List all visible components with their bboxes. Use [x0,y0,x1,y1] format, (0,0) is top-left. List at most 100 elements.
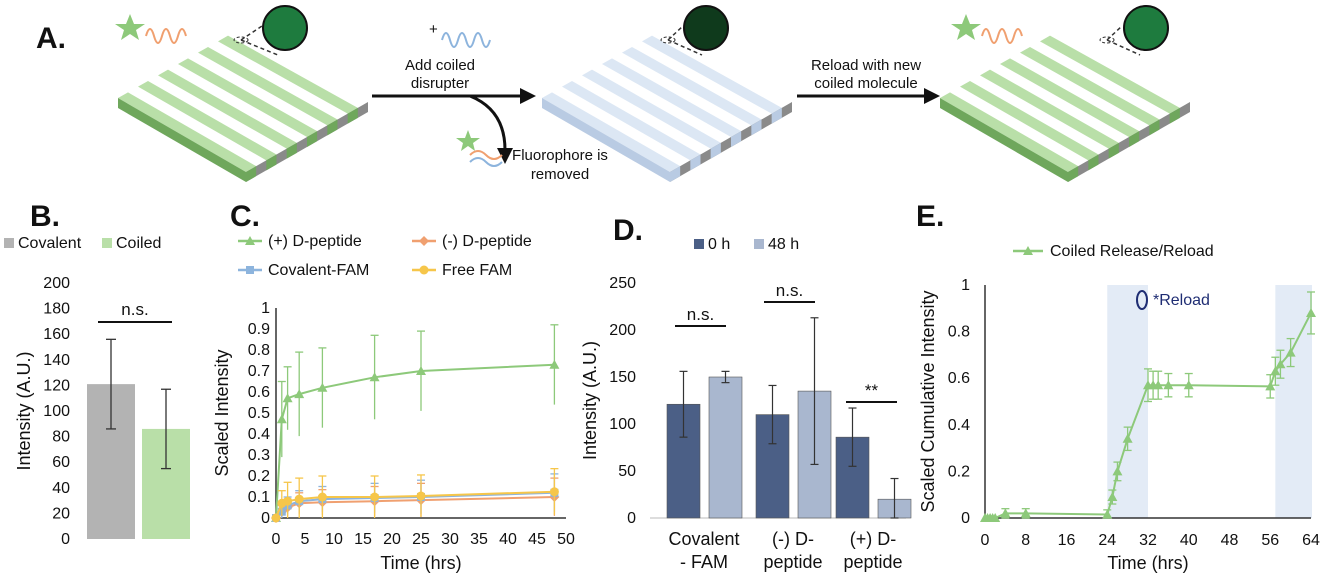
platform-stripe [1000,58,1140,138]
chart-b: B. Covalent Coiled 0 20 40 60 80 100 120 140 160 180… [4,200,190,548]
data-point [416,491,426,501]
chart-c: C. (+) D-peptide (-) D-peptide Covalent-FAM… [212,200,575,573]
platform-stripe [960,81,1099,161]
significance-label: n.s. [687,305,714,324]
removal-arrow-icon [469,94,513,164]
chart-b-tick-label: 120 [43,377,70,394]
category-label: peptide [843,552,902,572]
chart-c-tick-label: 0.3 [248,447,270,464]
panel-b-letter: B. [30,200,60,233]
data-point [1122,433,1133,443]
panel-c-letter: C. [230,200,260,233]
legend-marker [245,236,255,245]
data-point [1000,508,1011,518]
data-point [294,494,304,504]
data-point [1107,492,1118,502]
magnified-view-icon [1099,5,1169,56]
data-point [283,496,293,506]
legend-swatch-coiled [102,238,112,248]
chart-c-xlabel: Time (hrs) [380,553,461,573]
data-point [1275,359,1286,369]
chart-b-tick-label: 0 [61,531,70,548]
chart-c-tick-label: 0.6 [248,384,270,401]
data-point [1306,307,1316,317]
series-line [275,490,555,519]
legend-label: (-) D-peptide [442,233,532,250]
legend-label-coiled: Coiled [116,235,161,252]
platform-stripe [178,58,318,138]
step1-label-line1: Add coiled [405,57,475,74]
chart-e-x-tick-label: 48 [1221,532,1239,549]
chart-d-tick-label: 150 [609,369,636,386]
data-point [1020,508,1031,518]
chart-c-x-tick-label: 35 [470,531,488,548]
platform-side-left [542,98,670,182]
platform-top [542,30,792,172]
chart-c-x-tick-label: 5 [301,531,310,548]
chart-d: D. 0 h 48 h 0 50 100 150 200 250 Intensity (A.U.)… [580,214,912,572]
chart-c-x-tick-label: 40 [499,531,517,548]
chart-c-ylabel: Scaled Intensity [212,349,232,476]
significance-label: n.s. [121,300,148,319]
platform-side-stripe [327,119,338,136]
significance-label: n.s. [776,281,803,300]
chart-c-x-tick-label: 50 [557,531,575,548]
data-point [370,492,380,502]
platform-side-stripe [286,142,297,159]
chart-e-tick-label: 0.8 [948,324,970,341]
platform-side-stripe [731,131,742,147]
platform-stripe [642,35,782,114]
legend-label: Covalent-FAM [268,262,369,279]
legend-swatch [694,239,704,249]
platform-stripe [622,47,762,126]
chart-c-tick-label: 0 [261,510,270,527]
chart-c-tick-label: 0.8 [248,342,270,359]
legend-marker [419,265,429,275]
magnified-view-icon [233,5,308,56]
platform-side-stripe [1169,107,1180,124]
chart-e-tick-label: 0 [961,510,970,527]
platform-top [940,30,1190,172]
chart-e-tick-label: 0.4 [948,417,970,434]
chart-e-x-tick-label: 0 [981,532,990,549]
reload-arrow-icon [797,88,940,104]
chart-e-ylabel: Scaled Cumulative Intensity [918,290,938,512]
removed-label-line2: removed [531,166,589,183]
platform-stripe [602,58,742,138]
platform-side-stripe [670,166,681,182]
add-disrupter-arrow-icon [372,88,536,104]
chart-b-tick-label: 60 [52,454,70,471]
data-point [1270,366,1281,376]
chart-c-x-tick-label: 10 [325,531,343,548]
category-label: - FAM [680,552,728,572]
chart-c-x-tick-label: 0 [272,531,281,548]
data-point [369,372,380,382]
chart-c-x-tick-label: 30 [441,531,459,548]
legend-marker [1023,246,1033,255]
platform-side-stripe [1149,119,1160,136]
chart-b-tick-label: 140 [43,352,70,369]
chart-b-tick-label: 200 [43,275,70,292]
series-line [275,363,555,519]
plus-sign: + [429,21,438,38]
chart-e-x-tick-label: 64 [1302,532,1320,549]
platform-side-stripe [1129,131,1140,147]
platform-unloaded-middle [542,30,792,182]
platform-stripe [118,92,257,172]
data-point [317,492,327,502]
chart-c-tick-label: 1 [261,300,270,317]
panel-e-letter: E. [916,200,944,233]
chart-c-tick-label: 0.4 [248,426,270,443]
chart-b-tick-label: 100 [43,403,70,420]
panel-d-letter: D. [613,214,643,247]
chart-e-x-tick-label: 32 [1139,532,1157,549]
platform-side-left [940,98,1068,182]
data-point [549,487,559,497]
step2-label-line2: coiled molecule [814,75,917,92]
chart-e-xlabel: Time (hrs) [1107,553,1188,573]
chart-e-x-tick-label: 24 [1098,532,1116,549]
platform-side-stripe [751,119,762,136]
chart-e-x-tick-label: 8 [1021,532,1030,549]
fluorophore-star-icon [951,14,981,40]
category-label: Covalent [668,529,739,549]
